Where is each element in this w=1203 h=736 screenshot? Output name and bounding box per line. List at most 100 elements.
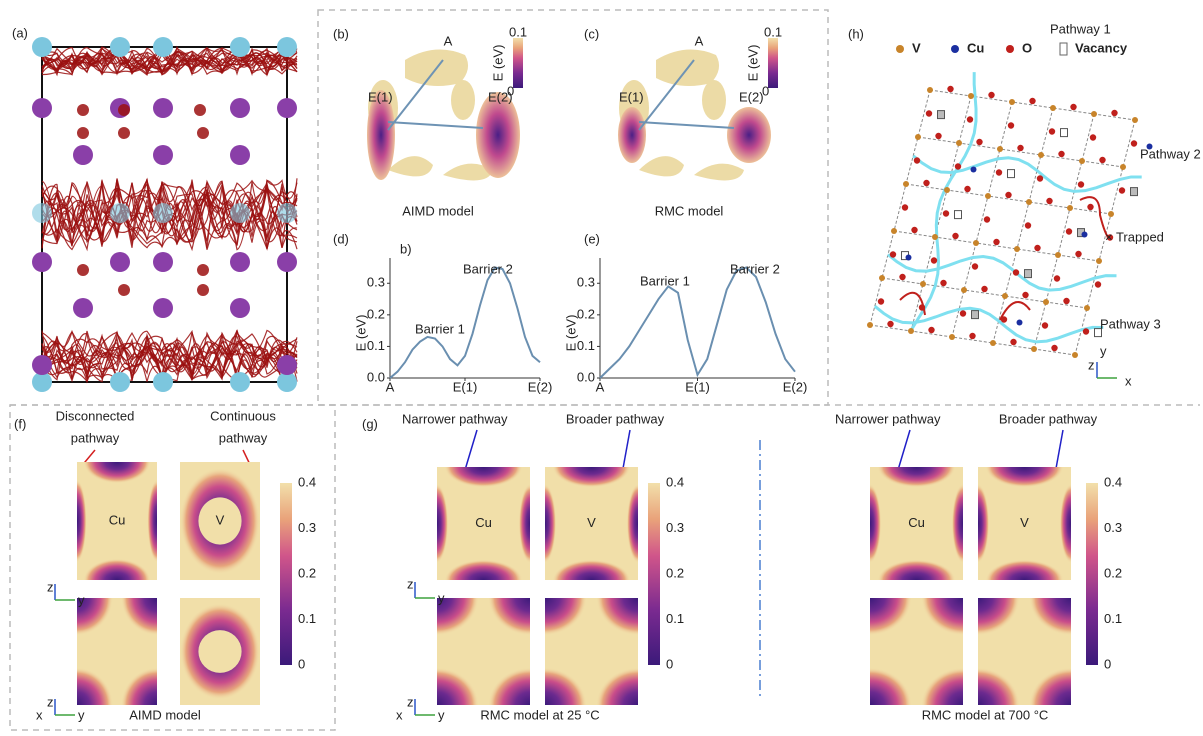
contour-map: V [534,447,649,601]
vacancy [1131,188,1138,196]
colorbar-label: 0 [507,83,514,98]
atom-o [988,92,994,98]
lattice-line [930,90,1135,120]
energy-well [534,484,556,563]
energy-well [147,480,166,563]
atom-o [1042,322,1048,328]
energy-well [552,560,630,601]
vibration [197,284,209,296]
caption: AIMD model [129,707,201,722]
atom-cu [153,37,173,57]
vacancy [1008,170,1015,178]
atom-o [940,280,946,286]
atom-v [1043,299,1049,305]
atom-o [923,180,929,186]
vacancy [955,211,962,219]
atom-o [1078,181,1084,187]
caption: RMC model [655,203,724,218]
energy-well [877,447,955,488]
x-tick-label: E(1) [453,379,478,394]
trapped-label: × Trapped [1105,229,1164,244]
atom-v [915,134,921,140]
atom-cu [1082,232,1088,238]
atom-v [920,281,926,287]
map-label: V [1020,515,1029,530]
atom-v [879,275,885,281]
y-axis-label: E (eV) [563,315,578,352]
panel-label: (h) [848,26,864,41]
vacancy [938,111,945,119]
lattice-line [952,102,1012,337]
annotation: Barrier 2 [463,261,513,276]
atom-cu [230,372,250,392]
colorbar-label: 0.1 [509,24,527,39]
annotation: Continuous [210,408,276,423]
axis-letter: z [407,576,414,591]
energy-well [519,484,541,563]
energy-well [552,447,630,488]
vibration [197,127,209,139]
isosurface [476,92,520,178]
axis-letter: z [407,694,414,709]
atom-cu [110,372,130,392]
energy-well [67,480,86,563]
atom-cu [110,203,130,223]
atom-v [997,146,1003,152]
y-tick-label: 0.1 [577,338,595,353]
contour-map: V [967,447,1082,601]
x-tick-label: E(2) [528,379,553,394]
atom-o [972,263,978,269]
atom-o [890,251,896,257]
x-tick-label: E(1) [685,379,710,394]
map-label: Cu [109,512,126,527]
atom-o [943,210,949,216]
atom-o [1095,281,1101,287]
atom-v [153,298,173,318]
vacancy [1061,129,1068,137]
energy-well [985,447,1063,488]
contour-map: V [180,462,260,580]
y-tick-label: 0.0 [577,369,595,384]
axis-letter: z [47,579,54,594]
panel-label: (f) [14,416,26,431]
axis-letter: y [1100,343,1107,358]
annotation: Narrower pathway [402,411,508,426]
y-tick-label: 0.3 [367,275,385,290]
energy-well [967,484,989,563]
atom-v [968,93,974,99]
atom-o [964,186,970,192]
legend-marker [951,45,959,53]
atom-o [1046,198,1052,204]
energy-well [426,484,448,563]
atom-v [927,87,933,93]
atom-o [976,139,982,145]
atom-o [981,286,987,292]
vacancy [972,311,979,319]
atom-o [969,333,975,339]
atom-v [985,193,991,199]
atom-o [1034,245,1040,251]
axis-letter: y [78,707,85,722]
isosurface [727,107,771,163]
atom-v [949,334,955,340]
atom-o [1058,151,1064,157]
axis-letter: y [438,590,445,605]
map-label: Cu [475,515,492,530]
atom-v [1120,164,1126,170]
isosurface [618,107,646,163]
figure: (a)(b)AE(1)E(2)0.10E (eV)AIMD model(c)AE… [0,0,1203,736]
annotation: pathway [219,430,268,445]
legend-marker [896,45,904,53]
atom-cu [153,203,173,223]
caption: AIMD model [402,203,474,218]
colorbar-label: 0 [762,83,769,98]
atom-v [32,252,52,272]
atom-o [902,204,908,210]
path-line [639,122,734,128]
energy-well [859,484,881,563]
atom-v [32,355,52,375]
y-tick-label: 0.3 [577,275,595,290]
site-label: E(2) [739,89,764,104]
annotation: b) [400,241,412,256]
vibration [194,104,206,116]
